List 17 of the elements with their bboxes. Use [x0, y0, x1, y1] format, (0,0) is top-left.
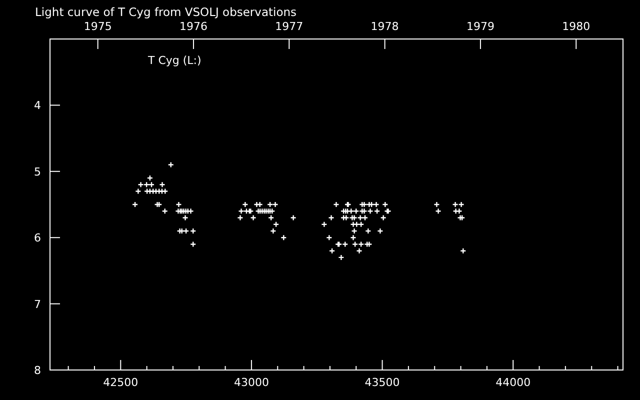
x-tick-label: 42500 — [103, 376, 138, 389]
x2-tick-label: 1980 — [562, 20, 590, 33]
x2-tick-label: 1979 — [466, 20, 494, 33]
annotation: T Cyg (L:) — [147, 54, 202, 67]
y-tick-label: 7 — [34, 298, 41, 311]
x-tick-label: 43500 — [364, 376, 400, 389]
x2-tick-label: 1975 — [84, 20, 112, 33]
y-tick-label: 8 — [34, 364, 41, 377]
y-tick-label: 6 — [34, 232, 41, 245]
x-tick-label: 43000 — [234, 376, 269, 389]
y-tick-label: 4 — [34, 99, 41, 112]
x2-tick-label: 1978 — [370, 20, 399, 33]
chart-title: Light curve of T Cyg from VSOLJ observations — [35, 5, 297, 19]
x2-tick-label: 1977 — [275, 20, 304, 33]
y-tick-label: 5 — [34, 165, 41, 178]
x2-tick-label: 1976 — [179, 20, 208, 33]
x-tick-label: 44000 — [496, 376, 531, 389]
